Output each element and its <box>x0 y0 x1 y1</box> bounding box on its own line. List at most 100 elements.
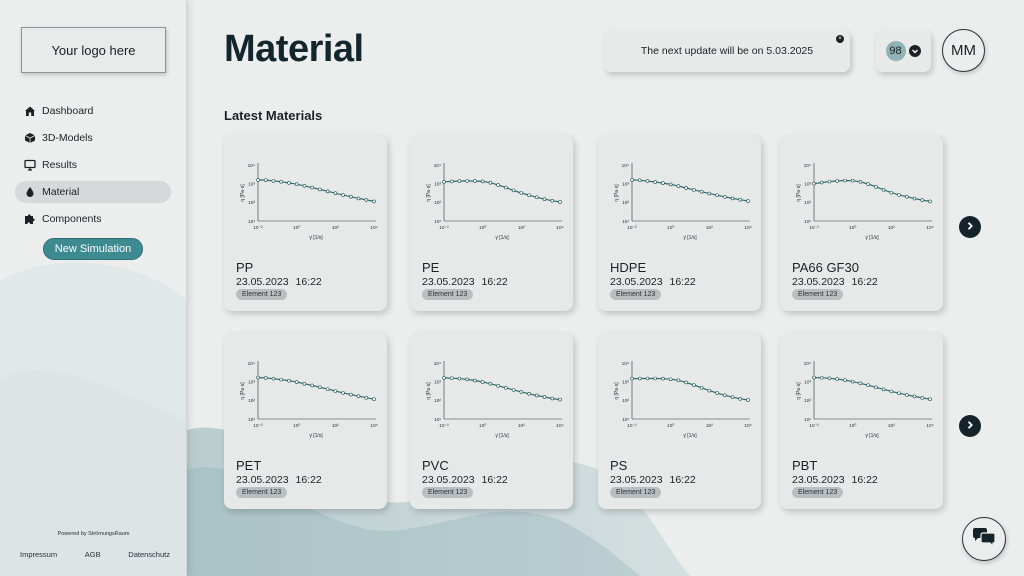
sidebar-item-results[interactable]: Results <box>15 154 171 176</box>
y-tick-label: 10¹ <box>804 219 811 225</box>
y-axis-label: η [Pa·s] <box>426 184 432 202</box>
sidebar-item-components[interactable]: Components <box>15 208 171 230</box>
y-tick-label: 10¹ <box>434 219 441 225</box>
notifications-button[interactable]: 98 <box>875 30 931 72</box>
data-point <box>457 179 462 183</box>
material-time: 16:22 <box>669 474 696 486</box>
material-name: PVC <box>422 458 449 473</box>
data-point <box>271 179 276 183</box>
data-point <box>263 178 268 182</box>
data-point <box>496 383 500 388</box>
y-tick-label: 10⁴ <box>248 163 255 169</box>
x-tick-label: 10⁻² <box>809 225 819 231</box>
data-point <box>341 193 345 197</box>
data-point <box>897 193 901 197</box>
material-tag: Element 123 <box>610 289 662 300</box>
material-card[interactable]: 10⁴ 10³ 10² 10¹ 10⁻² 10⁰ 10² 10⁴ η [Pa·s] γ̇ [1/s… <box>410 333 573 509</box>
material-time: 16:22 <box>481 474 508 486</box>
footer-links: Impressum AGB Datenschutz <box>20 550 170 559</box>
data-point <box>349 194 353 199</box>
sidebar-item-material[interactable]: Material <box>15 181 171 203</box>
material-date: 23.05.2023 <box>610 474 663 486</box>
x-axis-label: γ̇ [1/s] <box>309 433 323 439</box>
close-icon[interactable]: × <box>836 35 844 43</box>
material-timestamp: 23.05.2023 16:22 <box>792 474 878 486</box>
new-simulation-button[interactable]: New Simulation <box>43 238 143 260</box>
material-tag: Element 123 <box>236 289 288 300</box>
material-card[interactable]: 10⁴ 10³ 10² 10¹ 10⁻² 10⁰ 10² 10⁴ η [Pa·s] γ̇ [1/s… <box>780 135 943 311</box>
data-point <box>645 376 650 381</box>
sidebar-item-label: Components <box>42 213 102 225</box>
y-tick-label: 10¹ <box>622 417 629 423</box>
y-axis-label: η [Pa·s] <box>614 184 620 202</box>
y-tick-label: 10⁴ <box>622 163 629 169</box>
y-axis-label: η [Pa·s] <box>796 184 802 202</box>
data-point <box>928 397 932 402</box>
data-point <box>819 180 824 185</box>
material-card[interactable]: 10⁴ 10³ 10² 10¹ 10⁻² 10⁰ 10² 10⁴ η [Pa·s] γ̇ [1/s… <box>598 333 761 509</box>
footer-link-impressum[interactable]: Impressum <box>20 550 58 559</box>
avatar[interactable]: MM <box>942 29 985 72</box>
data-point <box>699 386 704 390</box>
data-point <box>676 378 681 383</box>
logo-placeholder[interactable]: Your logo here <box>21 27 166 73</box>
x-tick-label: 10⁴ <box>370 225 377 231</box>
material-card[interactable]: 10⁴ 10³ 10² 10¹ 10⁻² 10⁰ 10² 10⁴ η [Pa·s] γ̇ [1/s… <box>598 135 761 311</box>
y-axis-label: η [Pa·s] <box>240 382 246 400</box>
sidebar-item-3d-models[interactable]: 3D-Models <box>15 127 171 149</box>
sidebar-item-dashboard[interactable]: Dashboard <box>15 100 171 122</box>
y-tick-label: 10⁴ <box>248 361 255 367</box>
data-point <box>263 376 268 380</box>
material-card[interactable]: 10⁴ 10³ 10² 10¹ 10⁻² 10⁰ 10² 10⁴ η [Pa·s] γ̇ [1/s… <box>224 135 387 311</box>
material-name: PS <box>610 458 628 473</box>
material-date: 23.05.2023 <box>422 276 475 288</box>
update-notice: The next update will be on 5.03.2025 × <box>604 30 850 72</box>
x-axis-label: γ̇ [1/s] <box>683 235 697 241</box>
material-card[interactable]: 10⁴ 10³ 10² 10¹ 10⁻² 10⁰ 10² 10⁴ η [Pa·s] γ̇ [1/s… <box>410 135 573 311</box>
y-tick-label: 10¹ <box>804 417 811 423</box>
data-point <box>630 178 634 182</box>
data-point <box>356 196 361 201</box>
next-arrow-button-row-1[interactable] <box>959 216 981 238</box>
data-point <box>707 191 712 196</box>
series-line <box>631 179 749 202</box>
footer-link-agb[interactable]: AGB <box>84 550 101 559</box>
chevron-down-icon[interactable] <box>908 45 921 57</box>
data-point <box>333 389 338 393</box>
data-point <box>835 179 840 183</box>
material-card[interactable]: 10⁴ 10³ 10² 10¹ 10⁻² 10⁰ 10² 10⁴ η [Pa·s] γ̇ [1/s… <box>780 333 943 509</box>
x-tick-label: 10⁰ <box>849 423 856 429</box>
data-point <box>325 387 330 391</box>
series-line <box>813 179 931 202</box>
next-arrow-button-row-2[interactable] <box>959 415 981 437</box>
data-point <box>310 185 314 190</box>
data-point <box>473 378 477 383</box>
data-point <box>835 377 840 381</box>
series-line <box>443 180 561 203</box>
x-tick-label: 10⁻² <box>253 423 263 429</box>
material-date: 23.05.2023 <box>422 474 475 486</box>
data-point <box>364 198 369 202</box>
data-point <box>473 179 477 183</box>
x-axis-label: γ̇ [1/s] <box>865 235 879 241</box>
data-point <box>550 198 555 203</box>
data-point <box>819 375 824 380</box>
data-point <box>920 198 925 202</box>
footer-link-datenschutz[interactable]: Datenschutz <box>128 550 170 559</box>
data-point <box>630 376 634 381</box>
x-tick-label: 10² <box>888 225 895 231</box>
cube-icon <box>23 132 36 145</box>
material-time: 16:22 <box>851 276 878 288</box>
material-tag: Element 123 <box>236 487 288 498</box>
section-title: Latest Materials <box>224 108 323 123</box>
material-card[interactable]: 10⁴ 10³ 10² 10¹ 10⁻² 10⁰ 10² 10⁴ η [Pa·s] γ̇ [1/s… <box>224 333 387 509</box>
data-point <box>287 378 291 383</box>
chat-button[interactable] <box>962 517 1006 561</box>
sidebar-item-label: Dashboard <box>42 105 94 117</box>
data-point <box>881 188 886 192</box>
y-tick-label: 10² <box>434 200 441 206</box>
series-line <box>813 377 931 400</box>
